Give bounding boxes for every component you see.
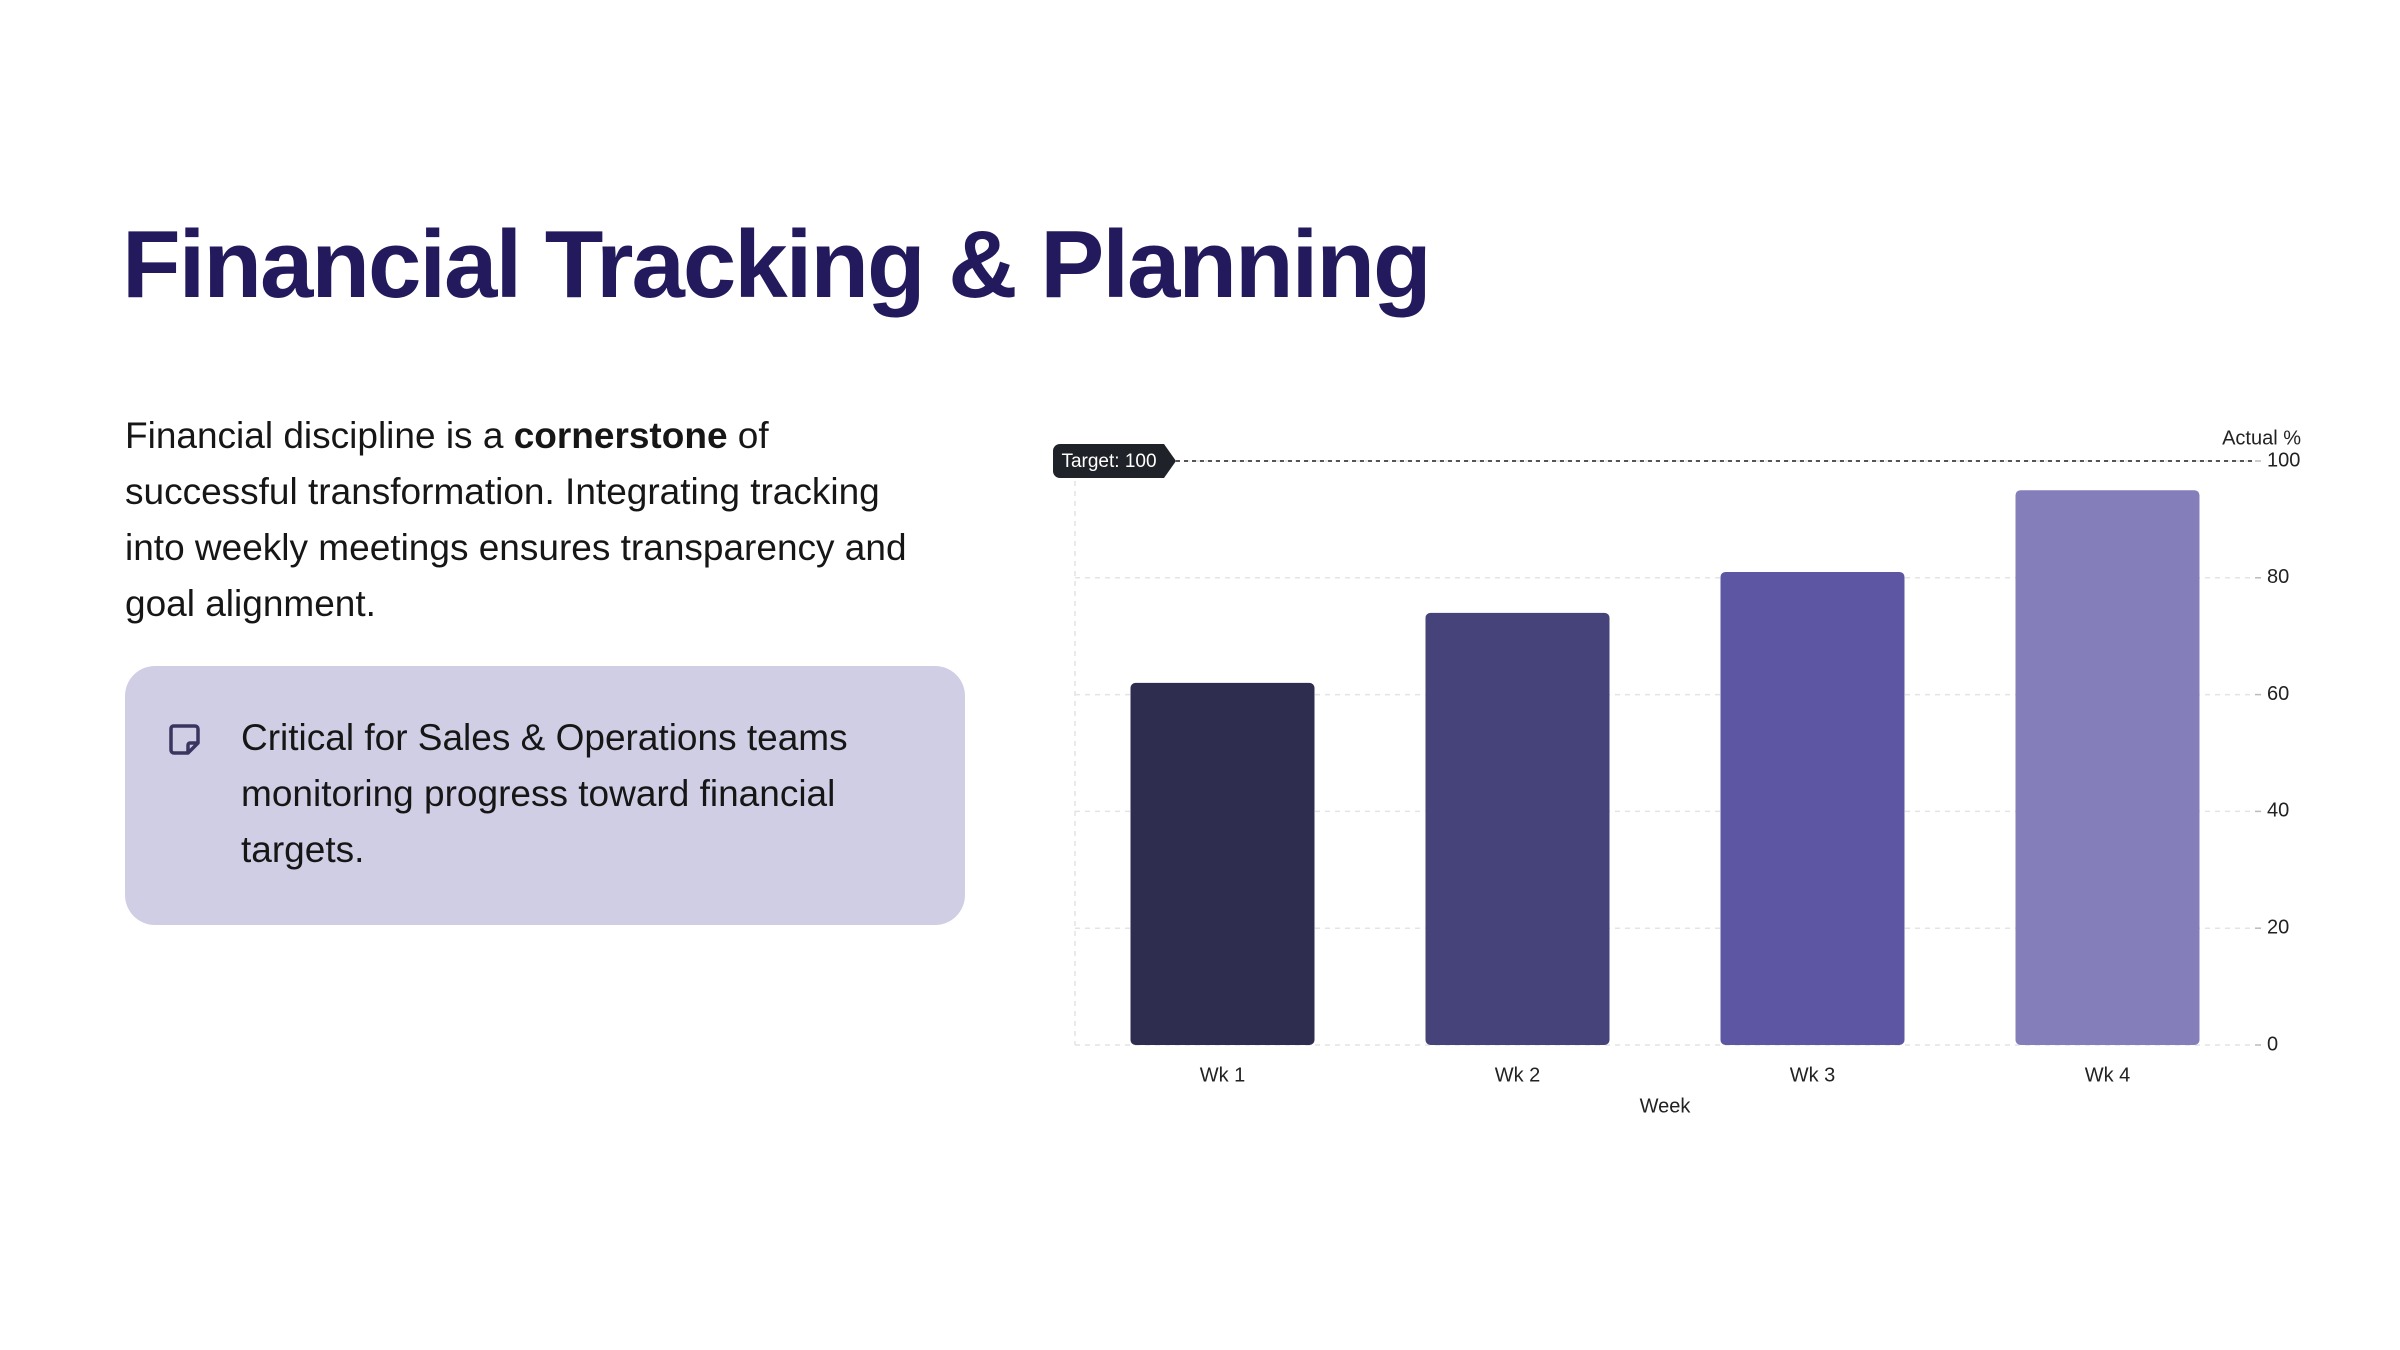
target-label: Target: 100 xyxy=(1061,451,1156,472)
y-tick-label: 0 xyxy=(2267,1033,2278,1055)
paragraph-bold: cornerstone xyxy=(513,415,728,456)
y-tick-label: 80 xyxy=(2267,566,2289,588)
callout-text: Critical for Sales & Operations teams mo… xyxy=(241,717,848,870)
bar xyxy=(1720,571,1905,1045)
target-badge xyxy=(1053,444,1176,478)
paragraph-text: of successful transformation. Integratin… xyxy=(125,415,907,624)
y-tick-label: 100 xyxy=(2267,449,2300,471)
note-icon xyxy=(169,724,200,755)
slide-title: Financial Tracking & Planning xyxy=(122,211,1432,318)
paragraph-text: Financial discipline is a xyxy=(125,415,514,456)
paragraph: Financial discipline is a cornerstone of… xyxy=(125,408,945,632)
y-axis-label: Actual % xyxy=(2222,427,2301,449)
bar xyxy=(1425,612,1610,1045)
x-axis-label: Week xyxy=(1640,1095,1692,1117)
y-tick-label: 40 xyxy=(2267,800,2289,822)
x-tick-label: Wk 4 xyxy=(2085,1064,2131,1086)
bar xyxy=(2015,490,2200,1045)
callout: Critical for Sales & Operations teams mo… xyxy=(125,666,965,925)
x-tick-label: Wk 3 xyxy=(1790,1064,1836,1086)
y-tick-label: 20 xyxy=(2267,916,2289,938)
x-tick-label: Wk 2 xyxy=(1495,1064,1541,1086)
bar xyxy=(1130,682,1315,1045)
y-tick-label: 60 xyxy=(2267,683,2289,705)
x-tick-label: Wk 1 xyxy=(1200,1064,1246,1086)
